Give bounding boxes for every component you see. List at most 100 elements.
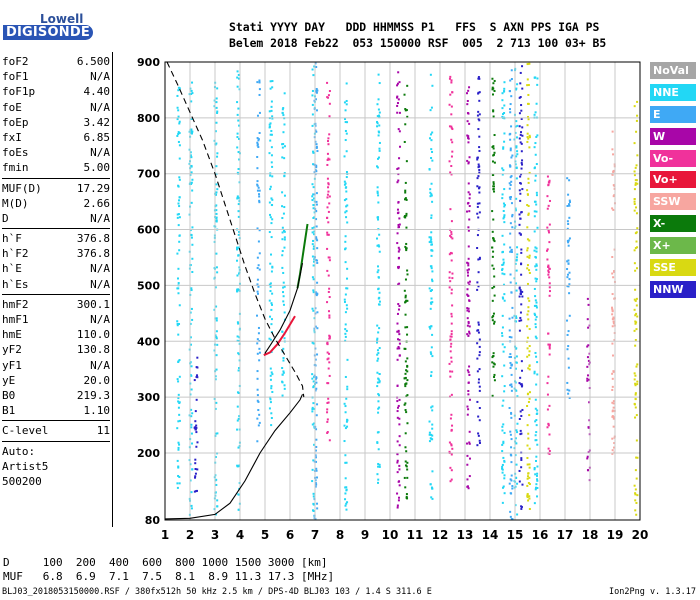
echo-point [311, 94, 314, 97]
echo-point [313, 226, 316, 229]
echo-point [326, 269, 329, 272]
echo-point [448, 271, 451, 274]
echo-point [178, 122, 181, 125]
echo-point [466, 210, 469, 213]
echo-point [431, 301, 434, 304]
echo-point [449, 370, 452, 373]
echo-point [191, 468, 194, 471]
param-row: h`Es N/A [2, 277, 110, 292]
echo-point [633, 202, 636, 205]
echo-point [236, 196, 239, 199]
echo-point [491, 230, 494, 233]
echo-point [257, 424, 260, 427]
echo-point [511, 316, 514, 319]
echo-point [566, 285, 569, 288]
echo-point [450, 252, 453, 255]
echo-point [528, 299, 531, 302]
echo-point [611, 415, 614, 418]
echo-point [376, 359, 379, 362]
echo-point [404, 109, 407, 112]
echo-point [236, 405, 239, 408]
echo-point [466, 478, 469, 481]
echo-point [315, 236, 318, 239]
echo-point [344, 427, 347, 430]
echo-point [270, 100, 273, 103]
echo-point [492, 315, 495, 318]
legend: NoVal NNE E W Vo- Vo+ SSW X- X+ SSE NNW [650, 62, 696, 303]
echo-point [527, 297, 530, 300]
echo-point [536, 361, 539, 364]
echo-point [178, 482, 181, 485]
echo-point [397, 257, 400, 260]
param-value: N/A [90, 262, 110, 276]
echo-point [476, 212, 479, 215]
echo-point [636, 100, 639, 103]
echo-point [478, 99, 481, 102]
echo-point [502, 263, 505, 266]
echo-point [450, 126, 453, 129]
echo-point [503, 104, 506, 107]
echo-point [316, 150, 319, 153]
echo-point [449, 466, 452, 469]
echo-point [258, 229, 261, 232]
echo-point [327, 397, 330, 400]
echo-point [326, 341, 329, 344]
echo-point [509, 176, 512, 179]
echo-point [450, 259, 453, 262]
x-tick-label: 15 [507, 528, 524, 542]
echo-point [405, 299, 408, 302]
echo-point [534, 255, 537, 258]
param-value: N/A [90, 277, 110, 291]
echo-point [315, 259, 318, 262]
echo-point [270, 371, 273, 374]
legend-item: NNW [650, 280, 696, 298]
echo-point [343, 199, 346, 202]
echo-point [236, 136, 239, 139]
echo-point [398, 333, 401, 336]
echo-point [191, 318, 194, 321]
echo-point [466, 317, 469, 320]
echo-point [450, 322, 453, 325]
echo-point [315, 469, 318, 472]
param-value: 110.0 [76, 328, 110, 342]
x-tick-label: 9 [361, 528, 369, 542]
echo-point [428, 440, 431, 443]
echo-point [467, 162, 470, 165]
param-name: h`E [2, 262, 22, 276]
echo-point [216, 499, 219, 502]
echo-point [635, 206, 638, 209]
echo-point [397, 224, 400, 227]
echo-point [567, 241, 570, 244]
echo-point [238, 124, 241, 127]
echo-point [634, 469, 637, 472]
param-row: fxI 6.85 [2, 130, 110, 145]
echo-point [468, 330, 471, 333]
echo-point [431, 200, 434, 203]
echo-point [466, 307, 469, 310]
echo-point [633, 142, 636, 145]
echo-point [328, 439, 331, 442]
echo-point [526, 189, 529, 192]
echo-point [449, 171, 452, 174]
echo-point [190, 408, 193, 411]
echo-point [514, 504, 517, 507]
param-name: D [2, 211, 9, 225]
echo-point [477, 110, 480, 113]
echo-point [430, 437, 433, 440]
param-value: 3.42 [83, 115, 111, 129]
echo-point [478, 345, 481, 348]
echo-point [503, 243, 506, 246]
echo-point [466, 99, 469, 102]
echo-point [177, 224, 180, 227]
echo-point [193, 379, 196, 382]
echo-point [468, 430, 471, 433]
echo-point [396, 232, 399, 235]
echo-point [270, 161, 273, 164]
echo-point [283, 172, 286, 175]
echo-point [613, 446, 616, 449]
divider [2, 440, 110, 442]
echo-point [493, 240, 496, 243]
echo-point [635, 328, 638, 331]
echo-point [612, 402, 615, 405]
